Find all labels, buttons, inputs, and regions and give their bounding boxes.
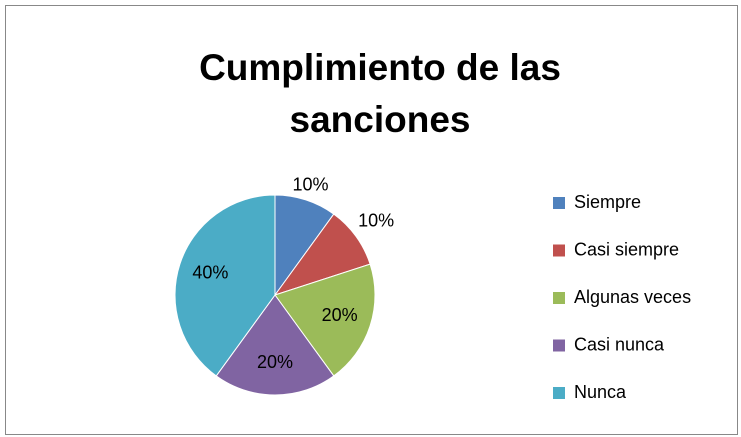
legend-label: Nunca	[574, 382, 627, 402]
data-label: 20%	[257, 352, 293, 372]
pie-slice	[174, 194, 276, 377]
legend-swatch	[553, 244, 565, 257]
data-label: 10%	[358, 210, 394, 230]
legend-label: Algunas veces	[574, 287, 691, 307]
legend-swatch	[553, 197, 565, 209]
legend-label: Siempre	[574, 192, 641, 212]
data-label: 20%	[322, 305, 358, 325]
legend-label: Casi siempre	[574, 239, 679, 259]
data-label: 10%	[293, 174, 329, 194]
pie-slice	[215, 294, 335, 396]
legend-swatch	[553, 387, 565, 399]
legend-swatch	[553, 339, 565, 352]
chart-title: Cumplimiento de las sanciones	[199, 47, 561, 140]
legend-label: Casi nunca	[574, 334, 665, 354]
pie-slice	[274, 263, 376, 377]
legend-swatch	[553, 292, 565, 304]
chart-border	[5, 5, 738, 435]
data-label: 40%	[192, 263, 228, 283]
